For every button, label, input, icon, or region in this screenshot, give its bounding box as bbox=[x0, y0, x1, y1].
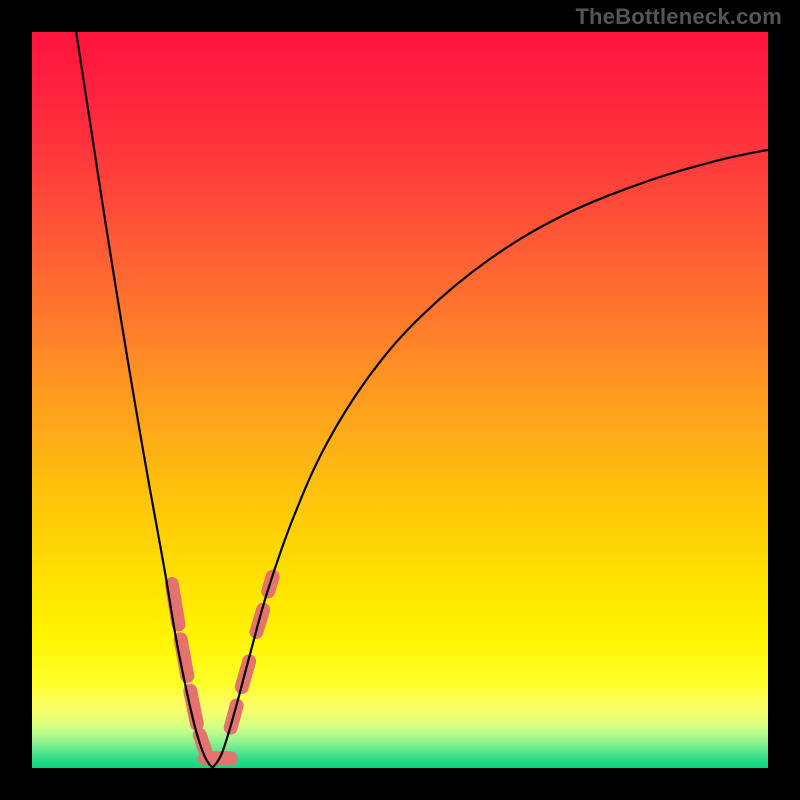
chart-stage: TheBottleneck.com bbox=[0, 0, 800, 800]
watermark-text: TheBottleneck.com bbox=[575, 4, 782, 30]
markers-group bbox=[172, 577, 273, 759]
bottleneck-curve-right bbox=[212, 150, 768, 768]
plot-svg bbox=[0, 0, 800, 800]
bottleneck-curve-left bbox=[76, 32, 212, 768]
